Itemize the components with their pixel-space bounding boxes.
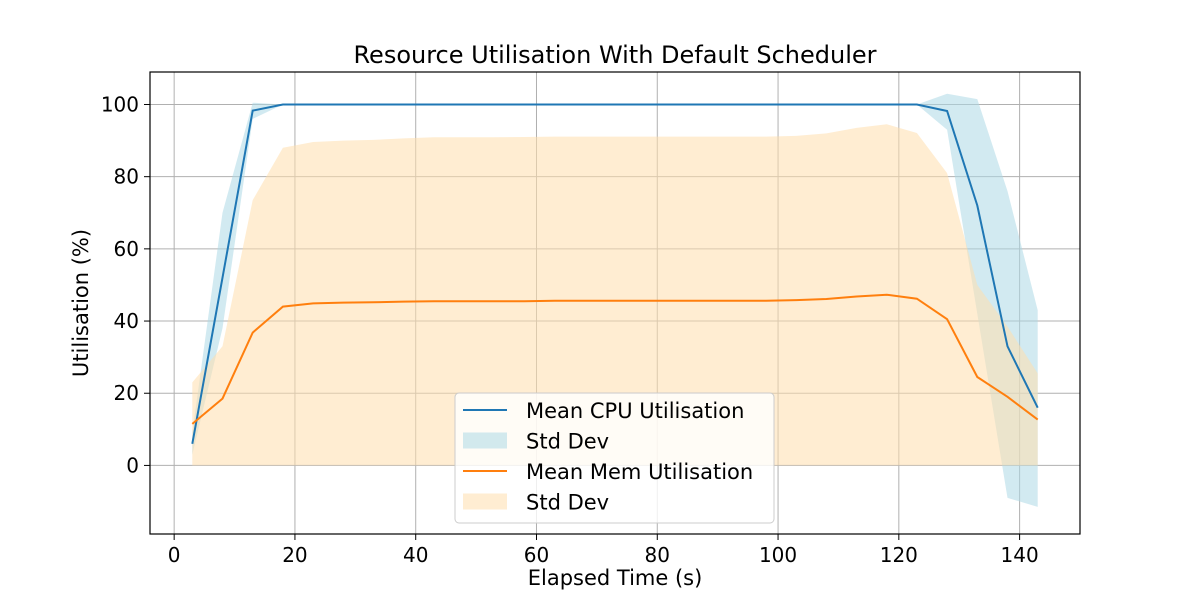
y-tick-label: 0 bbox=[126, 453, 139, 477]
x-tick-label: 80 bbox=[645, 543, 670, 567]
x-tick-label: 120 bbox=[880, 543, 918, 567]
legend-box bbox=[454, 392, 775, 524]
std-dev-bands bbox=[192, 93, 1038, 507]
legend: Mean CPU Utilisation Std Dev Mean Mem Util… bbox=[454, 392, 775, 524]
legend-label: Mean CPU Utilisation bbox=[526, 399, 744, 423]
x-tick-label: 40 bbox=[403, 543, 428, 567]
x-tick-label: 20 bbox=[282, 543, 307, 567]
legend-label: Mean Mem Utilisation bbox=[526, 460, 753, 484]
y-tick-label: 80 bbox=[114, 165, 139, 189]
y-tick-label: 40 bbox=[114, 309, 139, 333]
x-tick-label: 140 bbox=[1001, 543, 1039, 567]
x-tick-label: 60 bbox=[524, 543, 549, 567]
legend-band-swatch bbox=[463, 432, 507, 449]
x-tick-label: 0 bbox=[168, 543, 181, 567]
series-line-1 bbox=[191, 293, 1039, 425]
plot-frame bbox=[149, 71, 1081, 535]
legend-band-swatch bbox=[463, 493, 507, 510]
legend-label: Std Dev bbox=[526, 491, 609, 515]
x-axis-label: Elapsed Time (s) bbox=[528, 566, 703, 590]
y-axis-label: Utilisation (%) bbox=[69, 229, 93, 377]
std-dev-band-0 bbox=[192, 93, 1038, 507]
series-line-0 bbox=[191, 103, 1039, 444]
chart-title: Resource Utilisation With Default Schedu… bbox=[353, 41, 876, 69]
y-tick-label: 20 bbox=[114, 381, 139, 405]
y-tick-label: 60 bbox=[114, 237, 139, 261]
y-tick-label: 100 bbox=[101, 92, 139, 116]
axis-ticks: 0 20 40 60 80 100 120 140 0 20 40 60 80 100 bbox=[101, 92, 1039, 567]
std-dev-band-1 bbox=[192, 124, 1038, 466]
mean-lines bbox=[191, 103, 1039, 444]
x-tick-label: 100 bbox=[759, 543, 797, 567]
legend-label: Std Dev bbox=[526, 430, 609, 454]
